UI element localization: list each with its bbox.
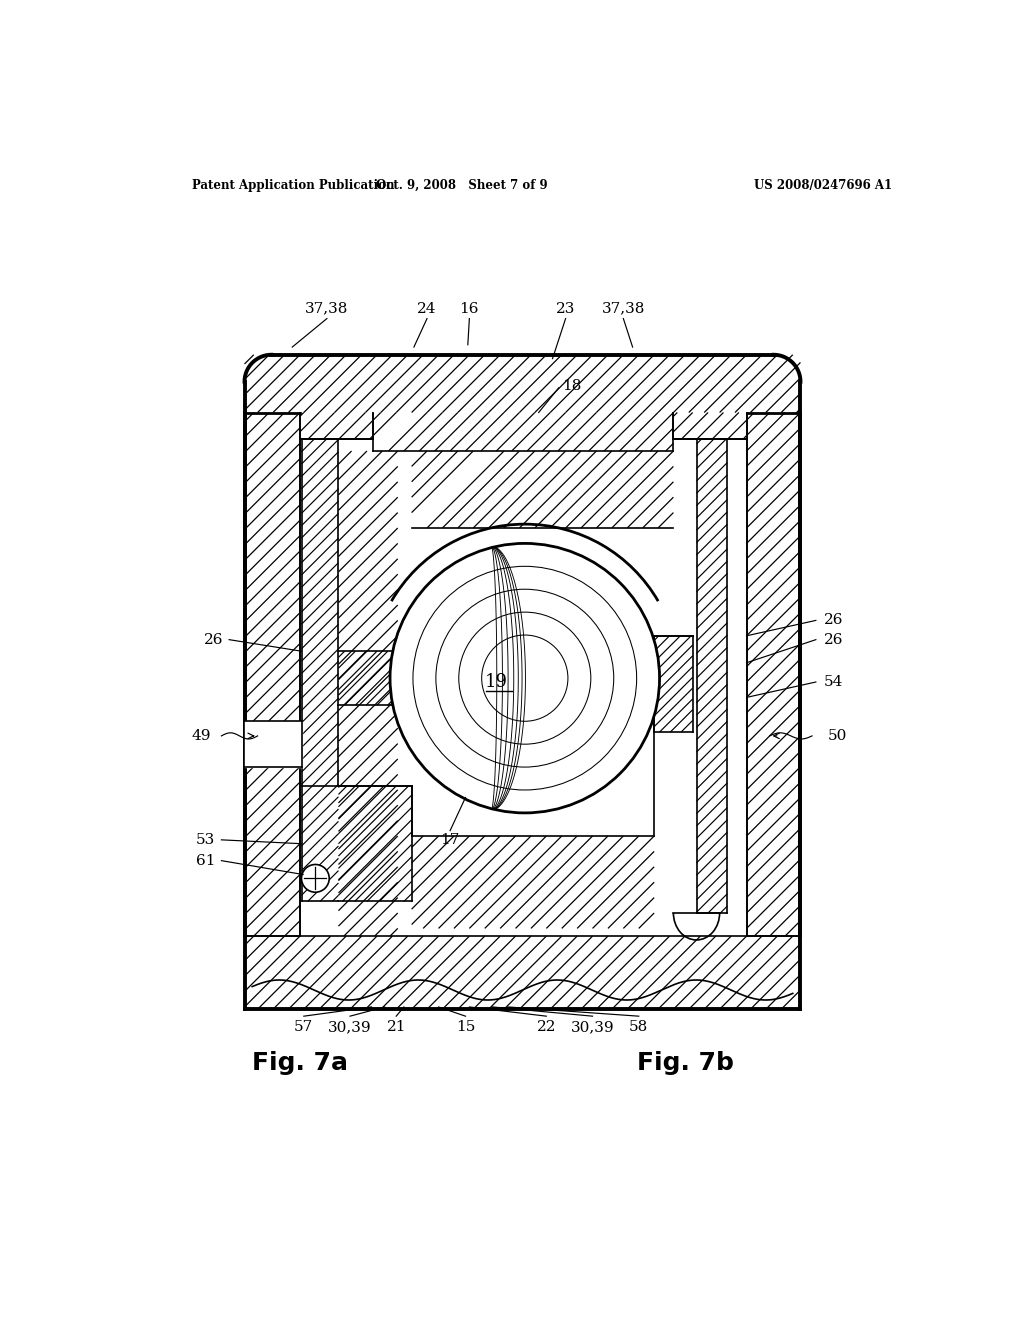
Text: 22: 22 xyxy=(537,1020,556,1034)
Text: Patent Application Publication: Patent Application Publication xyxy=(193,178,394,191)
Polygon shape xyxy=(245,721,301,767)
Text: 16: 16 xyxy=(460,301,479,315)
Text: 61: 61 xyxy=(196,854,215,867)
Text: 19: 19 xyxy=(484,673,508,690)
Text: 24: 24 xyxy=(417,301,437,315)
Text: 21: 21 xyxy=(386,1020,406,1034)
Text: 26: 26 xyxy=(204,632,223,647)
Text: Fig. 7a: Fig. 7a xyxy=(252,1051,348,1076)
Text: 53: 53 xyxy=(196,833,215,847)
Text: 49: 49 xyxy=(191,729,211,743)
Text: 26: 26 xyxy=(823,614,843,627)
Text: 57: 57 xyxy=(294,1020,313,1034)
Text: Oct. 9, 2008   Sheet 7 of 9: Oct. 9, 2008 Sheet 7 of 9 xyxy=(376,178,548,191)
Text: 23: 23 xyxy=(556,301,575,315)
Text: Fig. 7b: Fig. 7b xyxy=(637,1051,733,1076)
Text: 17: 17 xyxy=(440,833,460,847)
Text: 26: 26 xyxy=(823,632,843,647)
Text: 30,39: 30,39 xyxy=(570,1020,614,1034)
Text: 37,38: 37,38 xyxy=(602,301,645,315)
Text: 58: 58 xyxy=(629,1020,648,1034)
Circle shape xyxy=(301,865,330,892)
Circle shape xyxy=(390,544,659,813)
Text: 37,38: 37,38 xyxy=(305,301,348,315)
Text: 50: 50 xyxy=(827,729,847,743)
Text: 30,39: 30,39 xyxy=(329,1020,372,1034)
Text: US 2008/0247696 A1: US 2008/0247696 A1 xyxy=(755,178,893,191)
Text: 18: 18 xyxy=(562,379,582,392)
Text: 54: 54 xyxy=(823,675,843,689)
Text: 15: 15 xyxy=(456,1020,475,1034)
